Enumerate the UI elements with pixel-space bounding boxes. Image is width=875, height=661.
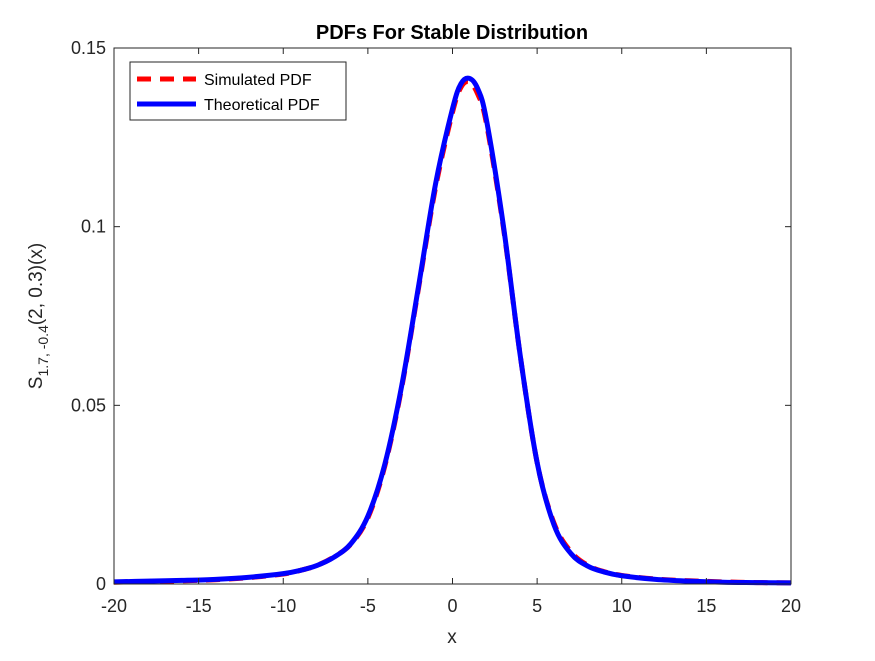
x-tick-label: 10 [612,596,632,616]
y-tick-label: 0 [96,574,106,594]
y-axis-label-subscript: 1.7, -0.4 [35,325,51,377]
y-axis-label-base: S [26,377,47,390]
x-tick-label: 5 [532,596,542,616]
y-tick-label: 0.1 [81,217,106,237]
legend-label-simulated: Simulated PDF [204,72,312,89]
x-ticks: -20 -15 -10 -5 0 5 10 15 20 [101,48,801,616]
y-tick-label: 0.05 [71,395,106,415]
x-tick-label: -5 [360,596,376,616]
y-tick-label: 0.15 [71,38,106,58]
x-tick-label: -10 [270,596,296,616]
series-layer [113,75,792,586]
legend-box [129,61,347,121]
series-line-theoretical-pdf [113,75,792,586]
x-tick-label: -15 [186,596,212,616]
plot-area [114,48,791,584]
y-axis-label-suffix: (2, 0.3)(x) [26,243,47,325]
x-axis-label: x [447,627,457,648]
y-ticks: 0 0.05 0.1 0.15 [71,38,791,594]
legend: Simulated PDF Theoretical PDF [129,61,347,121]
chart-title: PDFs For Stable Distribution [316,22,588,44]
legend-label-theoretical: Theoretical PDF [204,97,320,114]
x-tick-label: 0 [447,596,457,616]
y-axis-label: S1.7, -0.4(2, 0.3)(x) [26,243,51,389]
x-tick-label: -20 [101,596,127,616]
x-tick-label: 15 [696,596,716,616]
x-tick-label: 20 [781,596,801,616]
